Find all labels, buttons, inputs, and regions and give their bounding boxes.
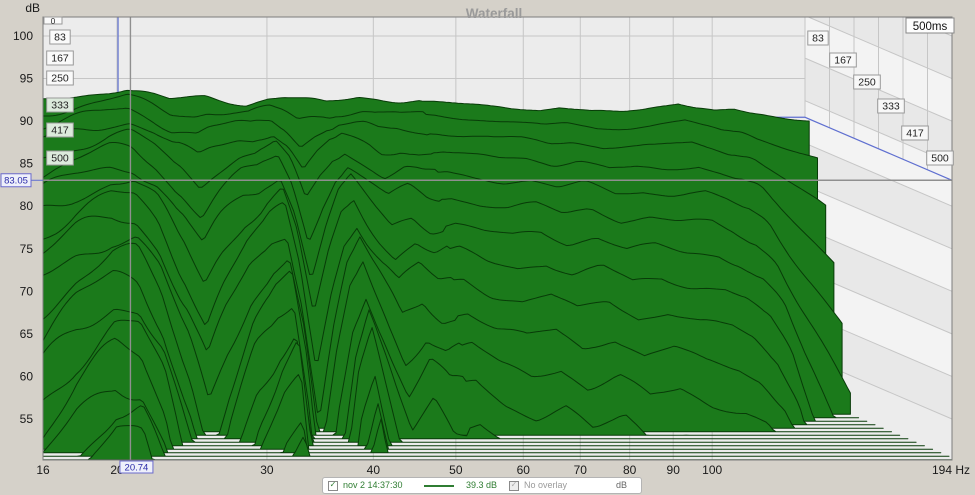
- x-tick-label: 80: [623, 463, 637, 477]
- slice-time-label-left-box: [46, 150, 74, 166]
- y-tick-label: 70: [20, 284, 34, 298]
- x-tick-label: 90: [667, 463, 681, 477]
- x-tick-label: 16: [36, 463, 50, 477]
- db-gridline-diagonal: [804, 227, 953, 292]
- slice-time-label-right-box: [926, 150, 954, 166]
- y-tick-label: 85: [20, 157, 34, 171]
- slice-time-label-right: 83: [812, 33, 824, 45]
- y-tick-label: 80: [20, 199, 34, 213]
- slice-time-label-left-box: [46, 50, 74, 66]
- x-tick-label: 40: [367, 463, 381, 477]
- time-zone-band: [805, 143, 952, 249]
- y-tick-label: 90: [20, 114, 34, 128]
- slice-time-label-left: 417: [51, 125, 69, 137]
- measurement-checkbox[interactable]: [328, 481, 338, 491]
- overlay-label: No overlay: [524, 480, 568, 490]
- slice-time-label-right: 167: [834, 55, 852, 67]
- slice-time-zero-box: [43, 16, 63, 25]
- slice-time-label-right: 250: [858, 77, 876, 89]
- db-gridline-diagonal: [804, 185, 953, 250]
- y-tick-label: 55: [20, 412, 34, 426]
- x-tick-label: 70: [574, 463, 588, 477]
- y-tick-label: 60: [20, 369, 34, 383]
- measurement-label[interactable]: nov 2 14:37:30: [343, 480, 403, 490]
- x-tick-label: 194 Hz: [932, 463, 970, 477]
- time-zone-band: [805, 185, 952, 292]
- slice-time-label-left: 167: [51, 53, 69, 65]
- x-tick-label: 60: [517, 463, 531, 477]
- y-tick-label: 95: [20, 72, 34, 86]
- slice-time-label-left-box: [46, 97, 74, 113]
- measurement-line-swatch: [424, 485, 454, 487]
- slice-time-label-right-box: [877, 98, 905, 114]
- time-window-label: 500ms: [913, 21, 948, 33]
- slice-time-label-left-box: [46, 70, 74, 86]
- slice-time-label-left: 83: [54, 32, 66, 44]
- slice-time-label-right-box: [829, 52, 857, 68]
- cursor-value-label: 39.3 dB: [466, 480, 498, 490]
- slice-time-label-right: 333: [882, 101, 900, 113]
- time-zone-band: [805, 270, 952, 377]
- db-gridline-diagonal: [808, 16, 953, 80]
- slice-time-label-right-box: [901, 125, 929, 141]
- slice-time-label-right: 417: [906, 128, 924, 140]
- y-tick-label: 75: [20, 242, 34, 256]
- time-zone-band: [805, 228, 952, 334]
- x-tick-label: 30: [260, 463, 274, 477]
- overlay-checkbox[interactable]: [509, 481, 519, 491]
- cursor-freq-readout: 20.74: [125, 463, 149, 474]
- cursor-crosshair[interactable]: [43, 17, 952, 460]
- legend-unit-label: dB: [616, 480, 628, 490]
- db-gridline-diagonal: [804, 142, 953, 207]
- x-tick-label: 50: [449, 463, 463, 477]
- slice-time-label-right-box: [853, 74, 881, 90]
- y-tick-label: 65: [20, 327, 34, 341]
- x-tick-label: 100: [702, 463, 722, 477]
- slice-time-label-left-box: [46, 122, 74, 138]
- y-tick-label: 100: [13, 29, 33, 43]
- slice-time-zero-label: 0: [51, 17, 56, 26]
- legend-bar: nov 2 14:37:30 39.3 dB No overlay dB: [322, 477, 642, 494]
- cursor-freq-box: [119, 460, 154, 474]
- waterfall-surface[interactable]: [35, 89, 958, 460]
- slice-time-label-right-box: [807, 30, 829, 46]
- waterfall-slice: [43, 308, 917, 443]
- slice-time-label-left: 500: [51, 153, 69, 165]
- time-window-box: [905, 17, 955, 34]
- slice-time-label-right: 500: [931, 153, 949, 165]
- chart-title: Waterfall: [466, 6, 523, 21]
- y-axis-title: dB: [25, 1, 40, 15]
- slice-time-label-left: 333: [51, 100, 69, 112]
- slice-time-label-left: 250: [51, 73, 69, 85]
- cursor-level-box: [0, 173, 32, 188]
- plot-border: [42, 16, 953, 461]
- slice-time-label-left-box: [49, 29, 71, 45]
- cursor-level-readout: 83.05: [4, 175, 28, 186]
